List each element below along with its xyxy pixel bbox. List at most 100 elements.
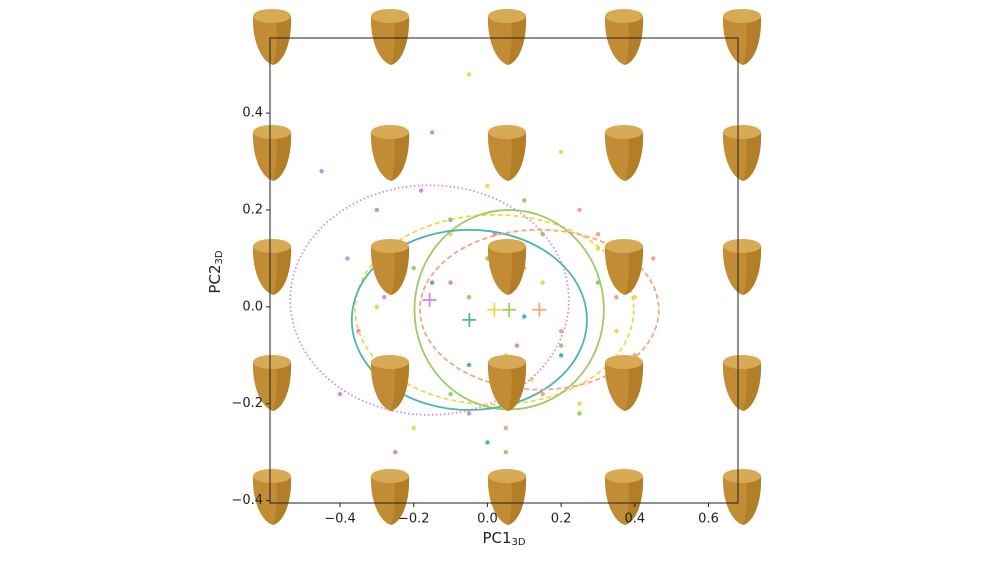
shape-glyph (252, 239, 292, 295)
glyph-top (253, 355, 291, 369)
glyph-top (488, 469, 526, 483)
glyph-shade (273, 132, 292, 181)
data-point (558, 353, 564, 358)
shape-glyphs (252, 9, 762, 525)
data-point (503, 449, 509, 455)
data-point (558, 343, 564, 348)
shape-glyph (604, 125, 644, 181)
y-tick-label: −0.4 (231, 493, 263, 508)
shape-glyph (487, 355, 527, 411)
shape-glyph (370, 9, 410, 65)
glyph-top (723, 469, 761, 483)
shape-glyph (604, 239, 644, 295)
x-tick-label: 0.2 (551, 512, 572, 527)
center-marker (502, 302, 517, 317)
shape-glyph (252, 125, 292, 181)
data-point (522, 198, 527, 203)
shape-glyph (487, 9, 527, 65)
glyph-shade (508, 132, 527, 181)
shape-glyph (722, 469, 762, 525)
glyph-top (488, 355, 526, 369)
glyph-shade (625, 362, 644, 411)
glyph-shade (273, 246, 292, 295)
glyph-shade (273, 362, 292, 411)
glyph-top (723, 125, 761, 139)
glyph-top (605, 239, 643, 253)
glyph-shade (391, 132, 410, 181)
axes-layer: −0.4 −0.2 0.0 0.2 0.4 0.6 −0.4 −0.2 0.0 0.2 0.4 (231, 106, 718, 527)
y-tick-label: 0.2 (242, 202, 263, 217)
glyph-shade (508, 16, 527, 65)
glyph-top (605, 9, 643, 23)
data-point (429, 130, 435, 135)
data-point (466, 362, 472, 368)
center-marker (487, 302, 502, 317)
glyph-shade (743, 362, 762, 411)
data-point (558, 149, 564, 155)
data-point (632, 294, 638, 300)
data-point (577, 207, 582, 213)
data-point (595, 231, 601, 237)
data-point (558, 328, 564, 334)
x-tick-label: 0.6 (698, 512, 719, 527)
glyph-top (371, 355, 409, 369)
glyph-top (371, 125, 409, 139)
data-point (393, 449, 398, 455)
confidence-ellipse (419, 228, 660, 391)
shape-glyph (252, 469, 292, 525)
glyph-shade (508, 476, 527, 525)
center-marker (532, 302, 547, 317)
glyph-shade (625, 16, 644, 65)
x-tick-label: 0.0 (477, 512, 498, 527)
data-point (418, 188, 424, 193)
data-point (614, 294, 619, 300)
shape-glyph (604, 9, 644, 65)
glyph-shade (273, 476, 292, 525)
shape-glyph (370, 239, 410, 295)
data-point (382, 294, 387, 300)
glyph-shade (508, 246, 527, 295)
y-axis-label-subscript: 3D (214, 250, 225, 264)
glyph-shade (273, 16, 292, 65)
x-axis-label: PC13D (482, 529, 525, 549)
glyph-shade (391, 16, 410, 65)
data-point (411, 265, 416, 271)
glyph-shade (743, 246, 762, 295)
data-point (337, 391, 343, 397)
confidence-ellipse (354, 213, 635, 406)
data-point (485, 440, 490, 445)
glyph-top (253, 9, 291, 23)
data-point (448, 280, 453, 285)
data-point (540, 391, 545, 397)
shape-glyph (722, 355, 762, 411)
data-point (345, 256, 350, 261)
shape-glyph (370, 125, 410, 181)
glyph-shade (625, 132, 644, 181)
data-point (651, 256, 656, 261)
glyph-top (605, 469, 643, 483)
shape-glyph (487, 239, 527, 295)
data-point (529, 377, 534, 382)
glyph-top (488, 239, 526, 253)
glyph-top (723, 9, 761, 23)
data-point (522, 314, 527, 319)
glyph-shade (625, 476, 644, 525)
data-point (374, 304, 380, 310)
confidence-ellipse (289, 184, 570, 416)
data-point (577, 411, 582, 416)
data-point (540, 280, 545, 285)
data-point (466, 72, 472, 77)
data-point (514, 343, 520, 348)
glyph-top (253, 469, 291, 483)
confidence-ellipse (350, 228, 588, 411)
glyph-top (371, 9, 409, 23)
x-axis-label-subscript: 3D (512, 537, 526, 548)
glyph-top (605, 125, 643, 139)
center-marker (462, 312, 477, 327)
glyph-shade (743, 476, 762, 525)
shape-glyph (252, 9, 292, 65)
y-tick-label: −0.2 (231, 396, 263, 411)
shape-glyph (252, 355, 292, 411)
